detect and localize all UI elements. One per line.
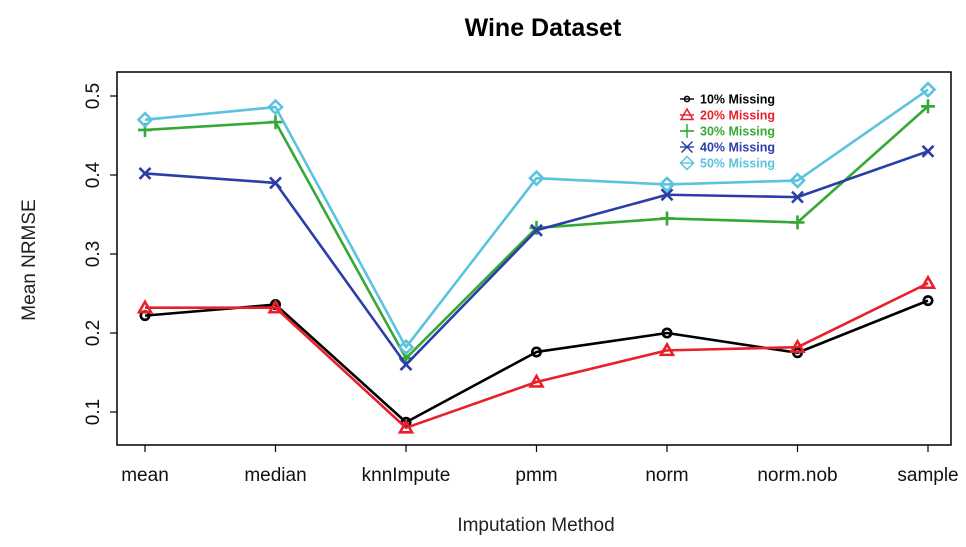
x-axis-label: Imputation Method xyxy=(457,515,614,536)
legend-marker-20pct-missing xyxy=(679,107,695,121)
data-point-40pct-missing-1 xyxy=(269,176,282,190)
data-point-40pct-missing-5 xyxy=(791,190,804,204)
series-line-50pct-missing xyxy=(144,88,929,349)
series-line-20pct-missing xyxy=(145,282,929,430)
data-point-10pct-missing-3 xyxy=(530,346,542,358)
legend: 10% Missing 20% Missing 30% Missing 40% Mis… xyxy=(679,93,775,171)
data-point-40pct-missing-6 xyxy=(921,144,935,158)
data-point-50pct-missing-0 xyxy=(136,111,154,129)
series-50pct-missing xyxy=(136,81,937,356)
data-point-20pct-missing-0 xyxy=(136,299,154,314)
data-point-50pct-missing-1 xyxy=(267,98,284,116)
data-point-40pct-missing-0 xyxy=(138,167,152,180)
data-point-40pct-missing-4 xyxy=(660,188,674,202)
x-tick-label-sample: sample xyxy=(897,465,958,486)
y-axis: 0.1 0.2 0.3 0.4 0.5 xyxy=(83,83,117,425)
legend-marker-40pct-missing xyxy=(680,140,694,154)
legend-label-10pct-missing: 10% Missing xyxy=(700,93,775,107)
data-point-20pct-missing-3 xyxy=(528,373,545,388)
legend-marker-10pct-missing xyxy=(683,95,691,103)
y-tick-label: 0.2 xyxy=(83,320,104,346)
x-tick-label-mean: mean xyxy=(121,465,169,486)
series-10pct-missing xyxy=(139,295,934,428)
data-point-40pct-missing-3 xyxy=(530,223,543,237)
data-point-30pct-missing-1 xyxy=(268,115,283,130)
x-tick-label-median: median xyxy=(244,465,306,486)
y-tick-label: 0.5 xyxy=(83,83,104,109)
data-point-20pct-missing-4 xyxy=(658,341,676,357)
data-point-20pct-missing-5 xyxy=(789,338,806,354)
plot-frame xyxy=(116,71,952,446)
y-tick-label: 0.4 xyxy=(83,161,104,188)
x-tick-label-knnimpute: knnImpute xyxy=(362,465,451,486)
legend-marker-50pct-missing xyxy=(679,155,695,171)
series-40pct-missing xyxy=(138,144,935,372)
data-point-50pct-missing-5 xyxy=(789,172,806,189)
x-axis: mean median knnImpute pmm norm norm.nob sample xyxy=(121,445,959,486)
data-point-50pct-missing-3 xyxy=(528,169,545,187)
legend-label-30pct-missing: 30% Missing xyxy=(700,125,775,139)
x-tick-label-norm-nob: norm.nob xyxy=(757,465,837,486)
chart-title: Wine Dataset xyxy=(465,14,622,42)
series-line-10pct-missing xyxy=(144,299,929,424)
data-point-20pct-missing-1 xyxy=(267,299,284,314)
series-30pct-missing xyxy=(138,99,935,366)
x-tick-label-norm: norm xyxy=(645,465,688,486)
data-point-20pct-missing-2 xyxy=(397,419,415,434)
y-tick-label: 0.3 xyxy=(83,241,104,267)
data-point-30pct-missing-5 xyxy=(790,215,805,230)
y-axis-label: Mean NRMSE xyxy=(19,199,40,320)
data-point-20pct-missing-6 xyxy=(919,274,937,290)
data-point-50pct-missing-6 xyxy=(919,81,937,99)
legend-marker-30pct-missing xyxy=(680,124,694,138)
data-point-40pct-missing-2 xyxy=(399,358,413,372)
data-point-30pct-missing-6 xyxy=(921,99,935,114)
data-point-30pct-missing-4 xyxy=(660,211,674,226)
data-point-50pct-missing-4 xyxy=(658,176,676,193)
legend-label-50pct-missing: 50% Missing xyxy=(700,157,775,171)
data-point-10pct-missing-4 xyxy=(661,327,673,339)
data-point-50pct-missing-2 xyxy=(397,338,415,356)
data-point-10pct-missing-6 xyxy=(922,295,934,307)
series-layer xyxy=(136,81,937,434)
series-20pct-missing xyxy=(136,274,937,434)
y-tick-label: 0.1 xyxy=(83,399,104,425)
x-tick-label-pmm: pmm xyxy=(515,465,557,486)
legend-label-40pct-missing: 40% Missing xyxy=(700,141,775,155)
legend-label-20pct-missing: 20% Missing xyxy=(700,109,775,123)
